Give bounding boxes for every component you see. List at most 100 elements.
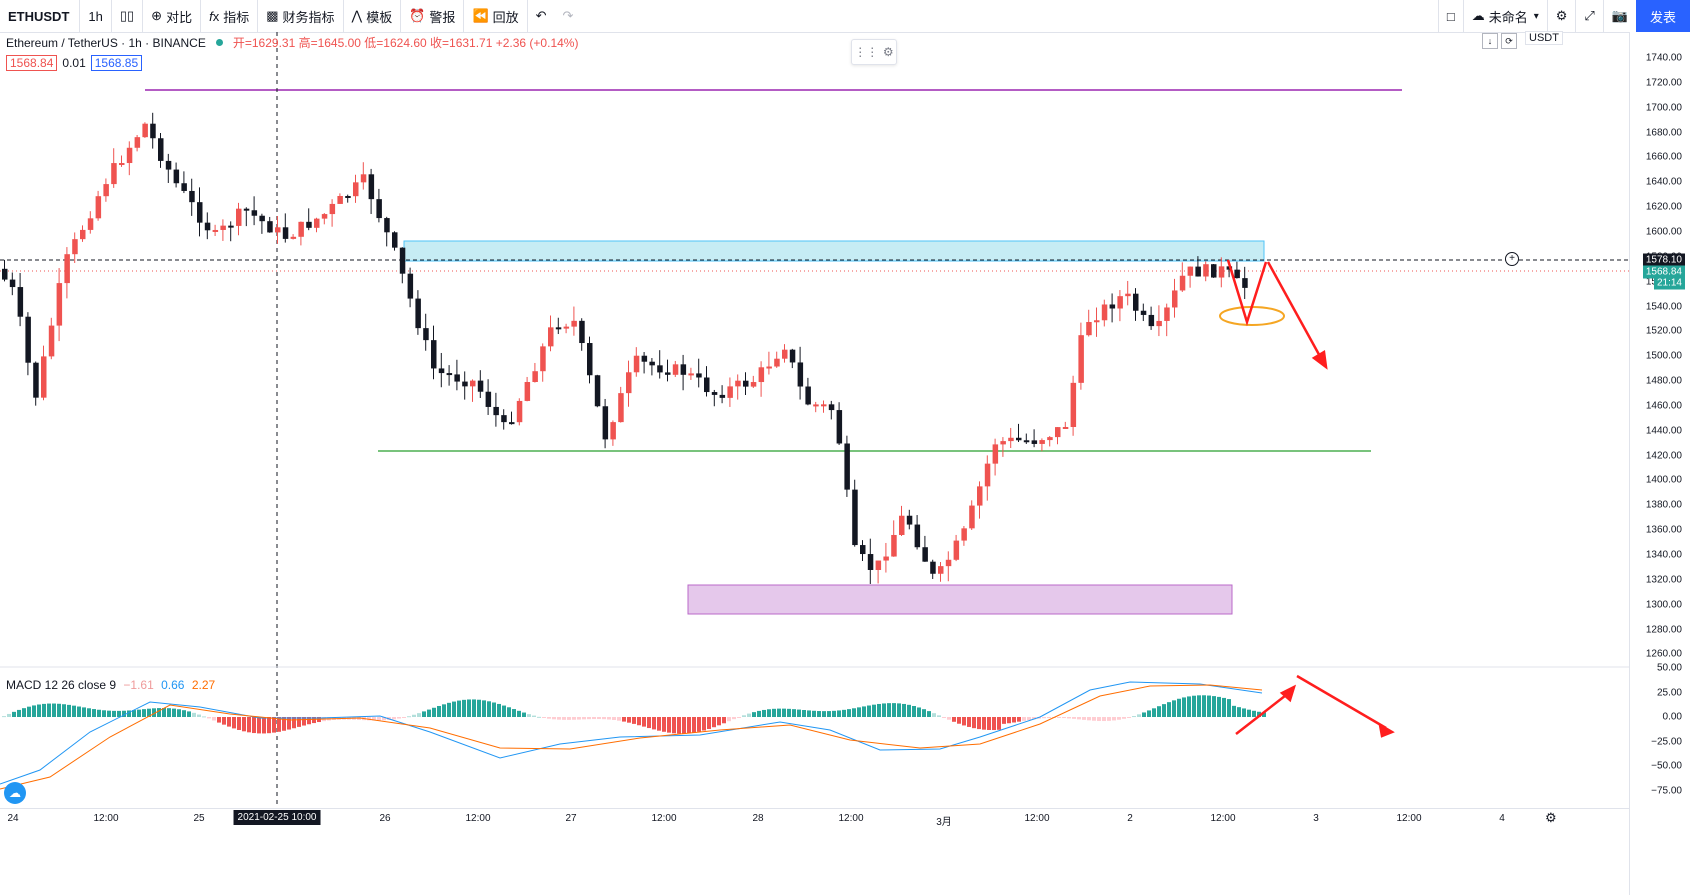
macd-histogram-bar xyxy=(692,717,696,733)
macd-histogram-bar xyxy=(1062,717,1066,719)
macd-histogram-bar xyxy=(1232,705,1236,717)
arrowhead-macd-up xyxy=(1279,684,1297,703)
candle-body xyxy=(953,540,960,560)
replay-button[interactable]: ⏪ 回放 xyxy=(464,0,528,32)
candle-body xyxy=(142,123,148,138)
price-tick: 1480.00 xyxy=(1645,375,1682,387)
price-tick: 1700.00 xyxy=(1645,102,1682,114)
publish-button[interactable]: 发表 xyxy=(1635,0,1690,32)
axis-settings-gear-icon[interactable]: ⚙ xyxy=(1545,810,1557,825)
macd-histogram-bar xyxy=(1122,717,1126,719)
scroll-down-icon[interactable]: ↓ xyxy=(1482,33,1498,49)
macd-histogram-bar xyxy=(1212,696,1216,717)
macd-histogram-bar xyxy=(547,717,551,719)
up-arrow-macd[interactable] xyxy=(1235,691,1291,735)
object-tree-icon[interactable]: ⚙ xyxy=(882,45,894,59)
candle-body xyxy=(579,320,585,344)
macd-histogram-bar xyxy=(542,717,546,718)
macd-histogram-bar xyxy=(272,717,276,733)
bid-price[interactable]: 1568.84 xyxy=(6,55,58,71)
macd-histogram-bar xyxy=(227,717,231,727)
macd-histogram-bar xyxy=(377,717,381,721)
compare-button[interactable]: ⊕ 对比 xyxy=(143,0,202,32)
tradingview-logo-icon[interactable]: ☁ xyxy=(4,782,26,804)
chart-canvas[interactable] xyxy=(0,32,1630,808)
macd-tick: 25.00 xyxy=(1656,687,1682,698)
alerts-button[interactable]: ⏰ 警报 xyxy=(401,0,465,32)
annotation-arrows[interactable] xyxy=(1226,259,1395,738)
layout-checkbox[interactable]: □ xyxy=(1437,0,1463,32)
undo-button[interactable]: ↶ xyxy=(528,0,555,32)
macd-histogram-bar xyxy=(1147,710,1151,717)
macd-histogram-bar xyxy=(1012,717,1016,723)
macd-histogram-bar xyxy=(1257,711,1261,717)
macd-histogram-bar xyxy=(427,709,431,717)
replay-label: 回放 xyxy=(492,9,519,25)
down-arrow-macd[interactable] xyxy=(1296,674,1387,730)
candle-body xyxy=(345,195,351,198)
macd-histogram-bar xyxy=(1162,704,1166,717)
price-axis[interactable]: 1740.00 1720.00 1700.00 1680.00 1660.00 1640.… xyxy=(1629,32,1690,895)
macd-histogram-bar xyxy=(287,717,291,730)
candle-body xyxy=(1156,320,1162,327)
add-alert-icon[interactable]: + xyxy=(1505,252,1519,266)
price-tick: 1620.00 xyxy=(1645,201,1682,213)
time-axis[interactable]: 24 12:00 25 26 12:00 27 12:00 28 12:00 3月 12:00 2 12… xyxy=(0,808,1630,829)
templates-button[interactable]: ⋀ 模板 xyxy=(344,0,402,32)
macd-histogram-bar xyxy=(1127,717,1131,718)
price-tick: 1420.00 xyxy=(1645,450,1682,462)
macd-histogram-bar xyxy=(422,711,426,717)
macd-histogram-bar xyxy=(212,717,216,721)
macd-tick: −75.00 xyxy=(1651,785,1682,796)
macd-histogram-bar xyxy=(77,706,81,717)
indicators-button[interactable]: fx 指标 xyxy=(201,0,259,32)
snapshot-button[interactable]: 📷 xyxy=(1602,0,1636,32)
fullscreen-button[interactable]: ⤢ xyxy=(1575,0,1602,32)
interval-button[interactable]: 1h xyxy=(80,0,112,32)
candle-body xyxy=(17,287,24,317)
symbol-search-button[interactable]: ETHUSDT xyxy=(0,0,81,32)
macd-histogram-bar xyxy=(447,702,451,717)
candle-body xyxy=(259,215,265,222)
zigzag-arrow[interactable] xyxy=(1226,259,1268,327)
macd-histogram-bar xyxy=(1167,702,1171,717)
macd-histogram-bar xyxy=(402,717,406,718)
price-tick: 1500.00 xyxy=(1645,350,1682,362)
resistance-zone[interactable] xyxy=(403,240,1265,262)
redo-button[interactable]: ↷ xyxy=(555,0,582,32)
macd-histogram-bar xyxy=(62,704,66,717)
macd-histogram-bar xyxy=(412,714,416,717)
macd-histogram-bar xyxy=(972,717,976,729)
candle-body xyxy=(922,547,928,562)
auto-scale-icon[interactable]: ⟳ xyxy=(1501,33,1517,49)
macd-histogram-bar xyxy=(967,717,971,727)
settings-button[interactable]: ⚙ xyxy=(1546,0,1576,32)
macd-histogram-bar xyxy=(727,717,731,722)
drag-handle-icon[interactable]: ⋮⋮ xyxy=(854,45,879,59)
layout-name-button[interactable]: ☁ 未命名 ▾ xyxy=(1462,0,1547,32)
financials-button[interactable]: ▩ 财务指标 xyxy=(258,0,344,32)
floating-drawing-toolbar[interactable]: ⋮⋮ ⚙ xyxy=(851,39,897,65)
chart-style-button[interactable]: ▯▯ xyxy=(112,0,144,32)
macd-hist-value: −1.61 xyxy=(123,678,154,692)
candle-body xyxy=(891,534,897,557)
macd-histogram-bar xyxy=(1112,717,1116,721)
down-arrow-price[interactable] xyxy=(1266,261,1324,361)
candle-body xyxy=(165,160,172,170)
currency-label[interactable]: USDT xyxy=(1525,31,1563,45)
support-zone[interactable] xyxy=(687,584,1233,615)
pair-label[interactable]: Ethereum / TetherUS · 1h · BINANCE xyxy=(6,35,206,50)
candle-body xyxy=(321,214,328,219)
price-tick: 1740.00 xyxy=(1645,52,1682,64)
macd-histogram-bar xyxy=(307,717,311,725)
macd-histogram-bar xyxy=(892,703,896,717)
macd-histogram-bar xyxy=(667,717,671,733)
macd-histogram-bar xyxy=(647,717,651,729)
market-open-dot-icon xyxy=(215,39,223,46)
ask-price[interactable]: 1568.85 xyxy=(90,55,143,71)
macd-label[interactable]: MACD 12 26 close 9 xyxy=(6,678,117,692)
macd-histogram-bar xyxy=(1027,717,1031,721)
candle-body xyxy=(844,443,850,490)
candle-body xyxy=(220,225,226,230)
macd-histogram-bar xyxy=(947,717,951,720)
